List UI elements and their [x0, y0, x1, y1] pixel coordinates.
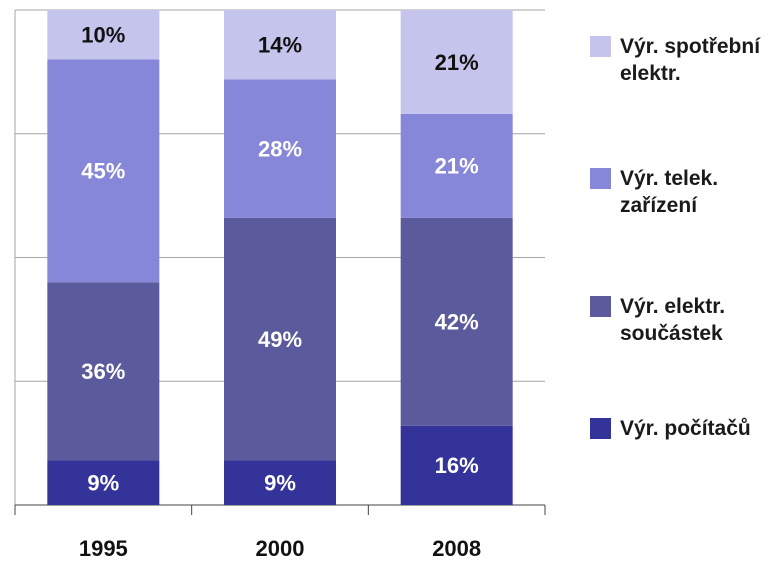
x-tick-label: 1995 — [79, 536, 128, 561]
value-label: 36% — [81, 359, 125, 384]
bar-segment — [400, 113, 513, 218]
legend-swatch — [590, 168, 611, 189]
bar-segment — [47, 59, 160, 283]
value-label: 9% — [264, 471, 296, 496]
value-label: 28% — [258, 136, 302, 161]
bar-segment — [47, 282, 160, 461]
legend-label: Výr. počítačů — [620, 417, 751, 440]
legend-label: Výr. telek. zařízení — [620, 167, 719, 217]
value-label: 9% — [87, 471, 119, 496]
bar-segment — [224, 10, 336, 80]
bar-segment — [47, 10, 160, 60]
bar-segment — [224, 460, 336, 505]
x-tick-label: 2008 — [432, 536, 481, 561]
value-label: 14% — [258, 32, 302, 57]
value-label: 49% — [258, 327, 302, 352]
bar-segment — [400, 10, 513, 114]
value-label: 10% — [81, 23, 125, 48]
bar-segment — [47, 460, 160, 505]
value-label: 21% — [435, 154, 479, 179]
value-label: 16% — [435, 453, 479, 478]
legend-swatch — [590, 296, 611, 317]
legend-swatch — [590, 36, 611, 57]
x-tick-label: 2000 — [256, 536, 305, 561]
legend-label: Výr. spotřební elektr. — [620, 35, 761, 85]
bar-segment — [400, 425, 513, 505]
bar-segment — [224, 79, 336, 218]
legend-swatch — [590, 418, 611, 439]
legend-label: Výr. elektr. součástek — [620, 295, 726, 345]
value-label: 42% — [435, 310, 479, 335]
value-label: 21% — [435, 50, 479, 75]
bar-segment — [400, 217, 513, 426]
bar-segment — [224, 217, 336, 461]
value-label: 45% — [81, 159, 125, 184]
